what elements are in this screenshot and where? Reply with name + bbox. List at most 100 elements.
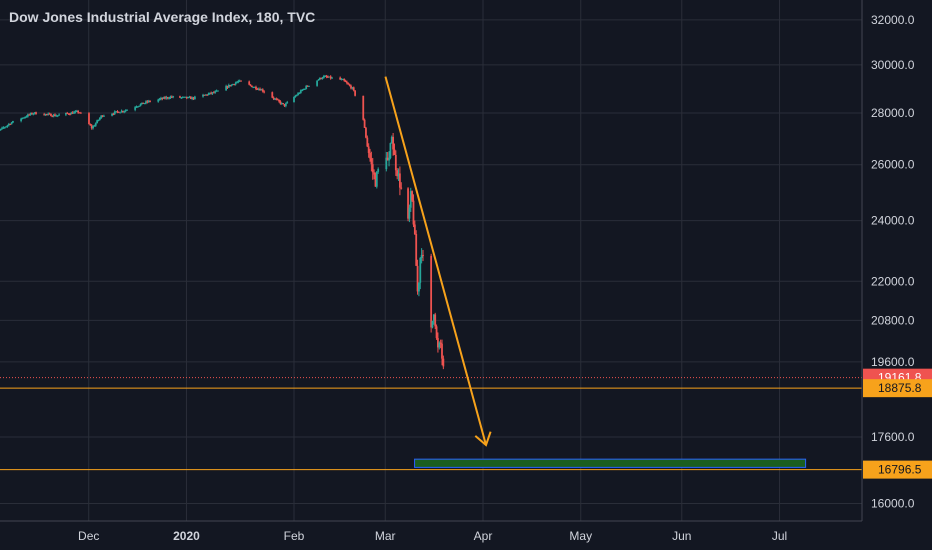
candle-body	[348, 84, 351, 86]
candle	[211, 92, 214, 95]
candle	[189, 96, 192, 100]
candle	[293, 96, 295, 103]
candle-body	[390, 136, 393, 144]
candle-body	[100, 115, 103, 118]
candle-body	[90, 125, 93, 129]
candle-body	[138, 105, 141, 107]
candle-body	[325, 76, 328, 78]
x-tick-label: Feb	[284, 529, 305, 543]
candle-body	[371, 164, 374, 173]
candle	[138, 105, 141, 107]
candle	[419, 256, 422, 290]
candle-body	[92, 126, 94, 129]
candle-body	[346, 82, 348, 84]
candle	[191, 96, 194, 101]
candle	[69, 112, 71, 116]
x-tick-label: Jun	[672, 529, 691, 543]
candle-body	[341, 79, 344, 81]
candle	[373, 169, 376, 180]
candle-body	[260, 89, 263, 91]
candle	[169, 95, 172, 99]
candle	[308, 85, 310, 87]
candle	[397, 168, 400, 181]
time-axis[interactable]: NovDec2020FebMarAprMayJunJul	[0, 529, 787, 543]
candle	[430, 253, 433, 333]
candle-body	[134, 107, 137, 110]
candle	[434, 312, 437, 330]
candle	[412, 194, 415, 228]
candle-body	[74, 111, 77, 113]
candle-body	[21, 117, 24, 119]
candle-body	[160, 98, 162, 100]
candle-body	[386, 157, 389, 161]
candle	[202, 93, 204, 98]
candle	[172, 95, 175, 99]
candle-body	[392, 136, 395, 150]
candle-body	[237, 81, 240, 83]
candle-body	[73, 112, 75, 114]
candle	[232, 83, 234, 86]
candle-body	[0, 128, 2, 131]
candles-layer	[0, 74, 445, 370]
candle-body	[385, 157, 388, 170]
candle-body	[411, 191, 414, 201]
candle	[386, 152, 389, 161]
candle-body	[212, 92, 215, 94]
candle	[303, 88, 306, 90]
candle	[286, 100, 289, 104]
candle	[120, 109, 123, 113]
candle	[55, 114, 58, 117]
candle-body	[93, 125, 96, 127]
candle-body	[347, 83, 350, 85]
candle-body	[10, 122, 13, 125]
candle	[259, 87, 261, 91]
candle-body	[306, 85, 309, 87]
candle-body	[123, 111, 126, 113]
candle-body	[58, 114, 61, 116]
candle-body	[25, 116, 28, 118]
candle	[161, 97, 164, 101]
candle	[248, 80, 251, 86]
candle-body	[147, 100, 150, 103]
candle	[227, 83, 230, 89]
candle-body	[278, 99, 280, 102]
candle-body	[166, 97, 169, 99]
candle	[442, 355, 445, 370]
candle	[255, 85, 257, 91]
candle-body	[396, 170, 399, 177]
candle-body	[103, 115, 105, 117]
candle-body	[331, 77, 333, 79]
candle-body	[52, 114, 55, 117]
candle	[21, 117, 24, 120]
candle-body	[232, 84, 234, 86]
candle-body	[170, 96, 173, 98]
candle-body	[294, 95, 297, 98]
candle	[390, 135, 393, 144]
candle	[317, 78, 320, 81]
candle	[29, 112, 32, 116]
candle-body	[122, 110, 124, 112]
candle-body	[422, 254, 424, 256]
candle	[432, 314, 435, 325]
x-tick-label: Jul	[772, 529, 787, 543]
candle	[238, 79, 241, 83]
candle	[347, 82, 350, 85]
candle-body	[249, 84, 252, 86]
candle-body	[135, 106, 138, 108]
price-axis[interactable]: 32000.0 30000.0 28000.0 26000.0 24000.0 22000…	[871, 13, 915, 511]
candle	[78, 112, 81, 114]
candle-body	[206, 94, 209, 96]
candle-body	[442, 358, 445, 367]
candle-body	[145, 101, 147, 104]
candle-body	[51, 116, 54, 118]
candle	[145, 100, 147, 105]
candle-body	[298, 93, 301, 95]
candle	[71, 111, 74, 114]
candle	[180, 97, 183, 99]
candle-body	[434, 314, 437, 327]
candle-body	[12, 120, 14, 123]
candle-body	[375, 171, 378, 187]
candle-body	[441, 343, 443, 359]
candle	[185, 96, 188, 100]
